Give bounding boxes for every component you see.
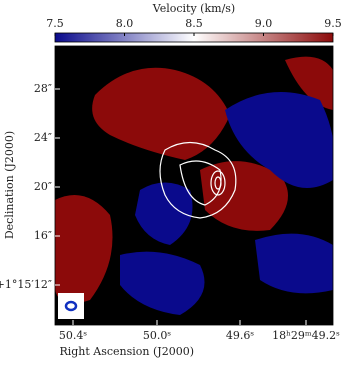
redshifted-region xyxy=(55,195,113,304)
blueshifted-region xyxy=(120,251,205,315)
velocity-field xyxy=(55,56,333,315)
x-tick-label: 18ʰ29ᵐ49.2ˢ xyxy=(272,329,340,342)
y-tick-label: 28″ xyxy=(34,82,52,95)
x-tick-label: 49.6ˢ xyxy=(226,329,254,342)
x-tick-label: 50.4ˢ xyxy=(59,329,87,342)
blueshifted-region xyxy=(135,182,193,245)
colorbar-tick-label: 9.0 xyxy=(255,17,273,30)
colorbar-tick-label: 9.5 xyxy=(324,17,342,30)
redshifted-region xyxy=(200,161,288,231)
y-tick-label: 16″ xyxy=(34,229,52,242)
y-tick-label: +1°15′12″ xyxy=(0,278,52,291)
y-tick-label: 20″ xyxy=(34,180,52,193)
colorbar-tick-label: 7.5 xyxy=(46,17,64,30)
colorbar-label: Velocity (km/s) xyxy=(152,2,235,15)
x-axis-label: Right Ascension (J2000) xyxy=(59,345,194,358)
x-tick-label: 50.0ˢ xyxy=(143,329,171,342)
blueshifted-region xyxy=(255,233,333,294)
y-axis-label: Declination (J2000) xyxy=(3,131,16,239)
blueshifted-region xyxy=(225,92,333,188)
colorbar-tick-label: 8.5 xyxy=(185,17,203,30)
colorbar-tick-label: 8.0 xyxy=(116,17,134,30)
beam xyxy=(64,300,78,312)
contours xyxy=(159,141,237,219)
redshifted-region xyxy=(285,56,333,110)
plot-frame xyxy=(54,45,334,326)
beam-box xyxy=(58,293,84,319)
redshifted-region xyxy=(92,67,230,160)
y-tick-label: 24″ xyxy=(34,131,52,144)
